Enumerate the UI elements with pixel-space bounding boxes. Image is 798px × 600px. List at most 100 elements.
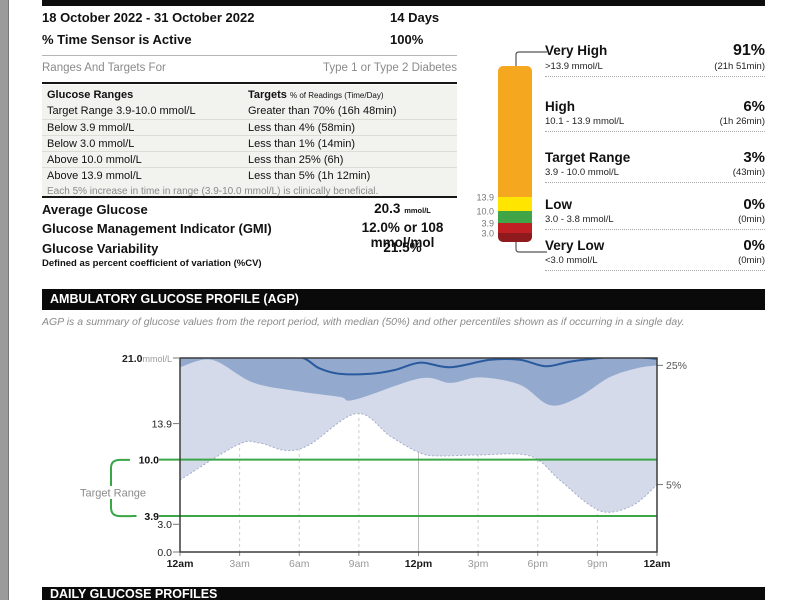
bar-axis-3.9: 3.9 — [481, 219, 494, 229]
y-tick-label-3.0: 3.0 — [157, 519, 172, 531]
tir-duration: (0min) — [738, 255, 765, 266]
p05-edge — [180, 412, 657, 513]
bar-segment-very-low — [498, 233, 532, 242]
tir-duration: (21h 51min) — [714, 61, 765, 72]
gmi-value: 12.0% or 108 mmol/mol — [361, 220, 444, 250]
tir-row-very-high: Very High 91% >13.9 mmol/L (21h 51min) — [545, 42, 765, 77]
table-row: Below 3.9 mmol/L Less than 4% (58min) — [42, 119, 457, 136]
tir-row-low: Low 0% 3.0 - 3.8 mmol/L (0min) — [545, 196, 765, 230]
plot-border — [179, 357, 658, 553]
average-glucose-label: Average Glucose — [42, 202, 148, 217]
tir-title: Very High — [545, 43, 608, 58]
target-cell: Less than 25% (6h) — [248, 154, 344, 166]
viewer-edge — [0, 0, 9, 600]
average-glucose-value: 20.3 mmol/L — [335, 201, 470, 216]
days-count: 14 Days — [390, 10, 440, 25]
time-in-ranges-bar: 13.9 10.0 3.9 3.0 — [476, 51, 547, 253]
x-tick-label-9pm: 9pm — [587, 558, 608, 570]
divider — [42, 196, 457, 198]
tir-range: 3.9 - 10.0 mmol/L — [545, 167, 619, 178]
average-glucose-number: 20.3 — [374, 201, 401, 216]
bar-segment-low — [498, 223, 532, 233]
range-cell: Below 3.9 mmol/L — [47, 122, 135, 134]
section-top-rule — [42, 0, 765, 6]
tir-row-head: Target Range 3% — [545, 149, 765, 166]
target-range-label: Target Range — [80, 488, 146, 500]
x-tick-label-3pm: 3pm — [468, 558, 489, 570]
tir-row-sub: 10.1 - 13.9 mmol/L (1h 26min) — [545, 116, 765, 131]
variability-note: Defined as percent coefficient of variat… — [42, 258, 262, 269]
gmi-row: Glucose Management Indicator (GMI) 12.0%… — [42, 220, 470, 250]
date-range: 18 October 2022 - 31 October 2022 — [42, 10, 255, 25]
tir-percent: 91% — [732, 42, 765, 59]
tir-title: Very Low — [545, 238, 605, 253]
tir-row-high: High 6% 10.1 - 13.9 mmol/L (1h 26min) — [545, 98, 765, 132]
x-tick-label-9am: 9am — [349, 558, 370, 570]
sensor-active-value: 100% — [390, 32, 424, 47]
band-25-75 — [180, 358, 657, 406]
sensor-active-row: % Time Sensor is Active 100% — [42, 32, 457, 47]
range-cell: Target Range 3.9-10.0 mmol/L — [47, 105, 196, 117]
table-header-row: Glucose Ranges Targets % of Readings (Ti… — [42, 87, 457, 103]
tir-range: >13.9 mmol/L — [545, 61, 603, 72]
tir-row-sub: >13.9 mmol/L (21h 51min) — [545, 61, 765, 76]
table-row: Above 10.0 mmol/L Less than 25% (6h) — [42, 151, 457, 168]
bar-axis-13.9: 13.9 — [476, 193, 494, 203]
bar-segments — [498, 66, 532, 242]
tir-title: High — [545, 99, 575, 114]
variability-row: Glucose Variability 21.5% — [42, 240, 470, 258]
tir-percent: 0% — [743, 196, 765, 213]
tir-row-target: Target Range 3% 3.9 - 10.0 mmol/L (43min… — [545, 149, 765, 183]
tir-title: Target Range — [545, 150, 631, 165]
target-label-bg — [130, 453, 159, 467]
percentile-label-5%: 5% — [666, 479, 681, 491]
daily-profiles-banner: DAILY GLUCOSE PROFILES — [42, 587, 765, 600]
tir-duration: (43min) — [732, 167, 765, 178]
ranges-targets-title: Ranges And Targets For — [42, 62, 166, 74]
target-cell: Less than 1% (14min) — [248, 138, 355, 150]
diabetes-type: Type 1 or Type 2 Diabetes — [322, 62, 457, 74]
range-cell: Above 13.9 mmol/L — [47, 170, 142, 182]
tir-row-head: High 6% — [545, 98, 765, 115]
tir-range: 3.0 - 3.8 mmol/L — [545, 214, 614, 225]
range-cell: Below 3.0 mmol/L — [47, 138, 135, 150]
tir-percent: 3% — [743, 149, 765, 166]
tir-row-head: Very High 91% — [545, 42, 765, 60]
tir-row-sub: 3.0 - 3.8 mmol/L (0min) — [545, 214, 765, 229]
x-tick-label-6pm: 6pm — [528, 558, 549, 570]
sensor-active-label: % Time Sensor is Active — [42, 32, 192, 47]
ranges-targets-table: Glucose Ranges Targets % of Readings (Ti… — [42, 85, 457, 197]
x-tick-label-6am: 6am — [289, 558, 310, 570]
tir-percent: 0% — [743, 237, 765, 254]
tir-range: <3.0 mmol/L — [545, 255, 598, 266]
bar-axis-3.0: 3.0 — [481, 229, 494, 239]
agp-section-banner: AMBULATORY GLUCOSE PROFILE (AGP) — [42, 289, 765, 310]
x-tick-label-12pm: 12pm — [405, 558, 432, 570]
table-footnote: Each 5% increase in time in range (3.9-1… — [47, 186, 379, 197]
connector-very-low — [515, 242, 547, 253]
y-tick-label-3.9: 3.9 — [144, 511, 159, 523]
x-tick-label-12am: 12am — [644, 558, 671, 570]
y-tick-label-21.0: 21.0mmol/L — [122, 353, 172, 365]
table-row: Above 13.9 mmol/L Less than 5% (1h 12min… — [42, 167, 457, 184]
tir-range: 10.1 - 13.9 mmol/L — [545, 116, 625, 127]
y-tick-label-0.0: 0.0 — [157, 547, 172, 559]
col-targets-main: Targets — [248, 89, 287, 101]
average-glucose-row: Average Glucose 20.3 mmol/L — [42, 201, 470, 219]
x-tick-label-12am: 12am — [167, 558, 194, 570]
target-range-label-bg — [77, 486, 151, 499]
report-period-row: 18 October 2022 - 31 October 2022 14 Day… — [42, 10, 457, 25]
y-tick-label-13.9: 13.9 — [152, 418, 173, 430]
tir-row-head: Very Low 0% — [545, 237, 765, 254]
range-cell: Above 10.0 mmol/L — [47, 154, 142, 166]
tir-row-sub: 3.9 - 10.0 mmol/L (43min) — [545, 167, 765, 182]
tir-title: Low — [545, 197, 572, 212]
tir-duration: (1h 26min) — [719, 116, 765, 127]
variability-label: Glucose Variability — [42, 241, 159, 256]
band-group — [180, 358, 657, 513]
bar-axis-10.0: 10.0 — [476, 207, 494, 217]
agp-chart: Target Range 12am 3am 6am 9am 12pm 3pm 6pm 9pm 1… — [77, 353, 687, 570]
col-glucose-ranges: Glucose Ranges — [47, 89, 134, 101]
y-tick-label-10.0: 10.0 — [139, 454, 160, 466]
